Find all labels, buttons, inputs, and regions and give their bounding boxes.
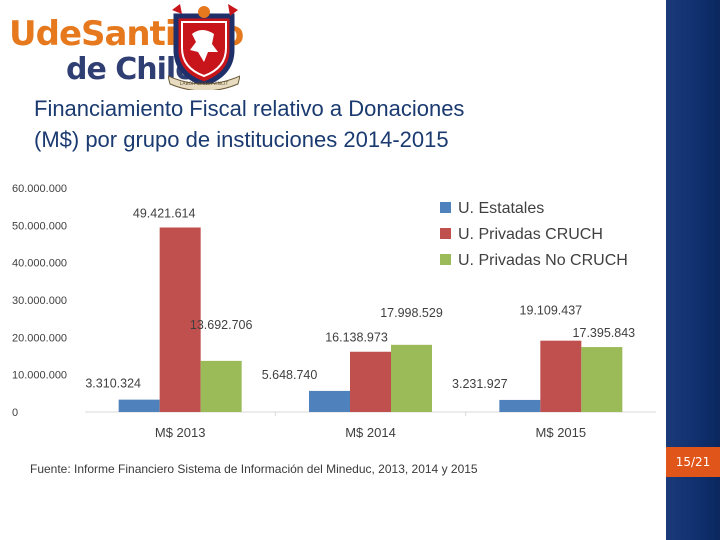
bar (159, 227, 201, 412)
legend-swatch (440, 228, 451, 239)
source-note: Fuente: Informe Financiero Sistema de In… (30, 462, 478, 476)
legend-swatch (440, 254, 451, 265)
y-tick-label: 40.000.000 (12, 258, 67, 270)
data-label: 19.109.437 (520, 304, 583, 318)
bar (391, 344, 432, 412)
bar (118, 399, 160, 412)
bar (350, 351, 391, 412)
slide-title: Financiamiento Fiscal relativo a Donacio… (34, 93, 634, 155)
legend-label: U. Privadas No CRUCH (458, 252, 628, 269)
university-crest-icon: LABOR OMNIA VINCIT (168, 4, 240, 90)
seal-ribbon-text: LABOR OMNIA VINCIT (180, 81, 229, 87)
x-tick-label: M$ 2013 (155, 425, 206, 440)
bar (540, 340, 582, 412)
y-tick-label: 60.000.000 (12, 183, 67, 195)
bar (200, 360, 242, 412)
legend-swatch (440, 202, 451, 213)
x-tick-label: M$ 2014 (345, 425, 396, 440)
data-label: 5.648.740 (262, 368, 318, 382)
y-tick-label: 30.000.000 (12, 295, 67, 307)
legend-label: U. Privadas CRUCH (458, 226, 603, 243)
data-label: 49.421.614 (133, 206, 196, 220)
x-tick-label: M$ 2015 (536, 425, 587, 440)
data-label: 3.310.324 (85, 377, 141, 391)
legend-label: U. Estatales (458, 200, 544, 217)
y-tick-label: 0 (12, 407, 18, 419)
legend-box (430, 188, 654, 270)
page-number-badge: 15/21 (666, 447, 720, 477)
bar (309, 390, 350, 412)
title-line-1: Financiamiento Fiscal relativo a Donacio… (34, 96, 465, 121)
y-tick-label: 50.000.000 (12, 220, 67, 232)
data-label: 3.231.927 (452, 377, 508, 391)
data-label: 16.138.973 (325, 331, 388, 345)
bar-chart: 0 10.000.000 20.000.000 30.000.000 40.000.00… (0, 170, 666, 450)
y-tick-label: 10.000.000 (12, 370, 67, 382)
data-label: 17.395.843 (573, 326, 636, 340)
data-label: 17.998.529 (380, 306, 443, 320)
bar (581, 347, 623, 412)
bar (499, 399, 541, 412)
title-line-2: (M$) por grupo de instituciones 2014-201… (34, 127, 449, 152)
y-tick-label: 20.000.000 (12, 332, 67, 344)
data-label: 13.692.706 (190, 318, 253, 332)
